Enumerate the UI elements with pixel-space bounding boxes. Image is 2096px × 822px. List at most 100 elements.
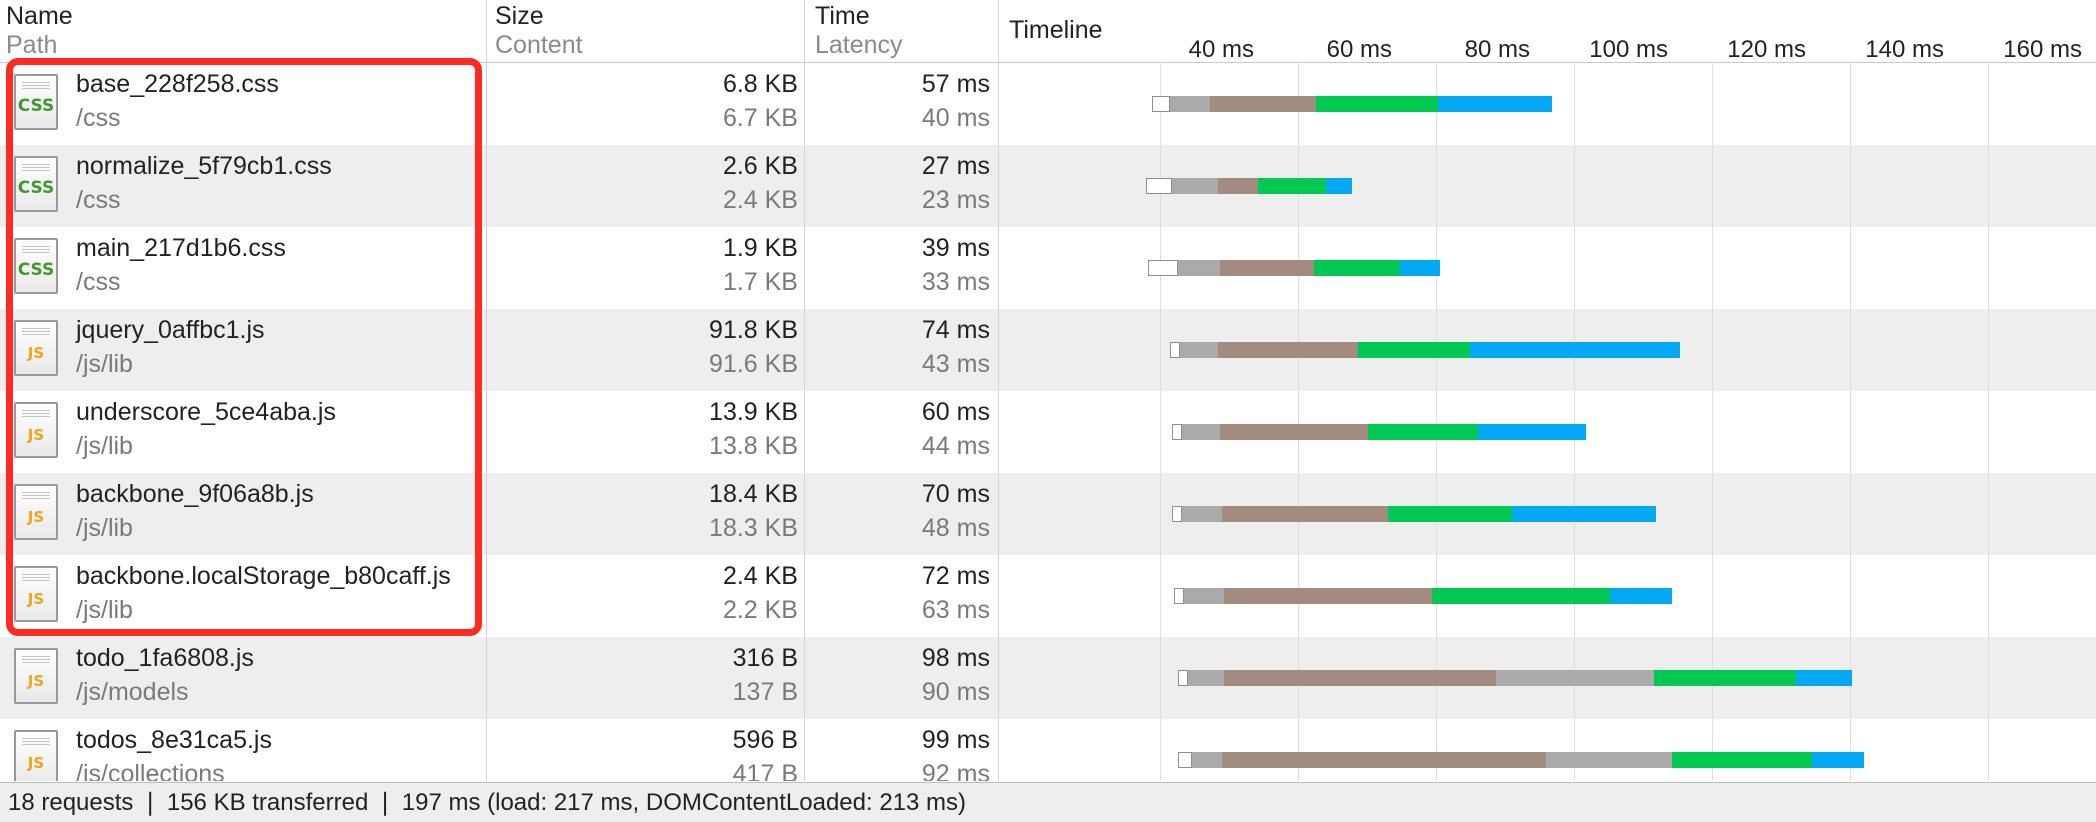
request-content-size: 2.4 KB	[722, 186, 798, 214]
request-row[interactable]: JS todos_8e31ca5.js/js/collections 596 B 41…	[0, 719, 2096, 781]
request-latency: 40 ms	[921, 104, 990, 132]
request-row[interactable]: JS todo_1fa6808.js/js/models 316 B 137 B 98 …	[0, 637, 2096, 719]
request-latency: 44 ms	[921, 432, 990, 460]
request-content-size: 18.3 KB	[709, 514, 798, 542]
timeline-gridline	[1712, 473, 1713, 555]
request-size: 2.6 KB	[722, 152, 798, 180]
column-divider	[998, 63, 999, 145]
column-divider	[804, 227, 805, 309]
timeline-gridline	[1850, 391, 1851, 473]
timeline-gridline	[1850, 309, 1851, 391]
column-divider	[804, 63, 805, 145]
request-name: base_228f258.css	[76, 70, 279, 98]
timeline-gridline	[1712, 391, 1713, 473]
column-divider	[486, 637, 487, 719]
highlight-annotation-box	[6, 58, 482, 636]
column-divider	[486, 473, 487, 555]
request-time: 27 ms	[921, 152, 990, 180]
size-column-header[interactable]: Size Content	[487, 0, 804, 62]
request-content-size: 2.2 KB	[722, 596, 798, 624]
timeline-waiting-segment	[1184, 588, 1224, 604]
request-latency: 92 ms	[921, 760, 990, 781]
request-content-size: 91.6 KB	[709, 350, 798, 378]
timeline-gridline	[1988, 391, 1989, 473]
timeline-gridline	[1160, 637, 1161, 719]
request-name: underscore_5ce4aba.js	[76, 398, 336, 426]
request-latency: 90 ms	[921, 678, 990, 706]
request-row[interactable]: JS backbone_9f06a8b.js/js/lib 18.4 KB 18.3 …	[0, 473, 2096, 555]
request-content-size: 1.7 KB	[722, 268, 798, 296]
column-divider	[486, 227, 487, 309]
request-path: /css	[76, 104, 121, 132]
js-file-icon: JS	[14, 730, 58, 781]
request-size: 596 B	[732, 726, 798, 754]
request-path: /js/lib	[76, 432, 133, 460]
timeline-receiving-segment	[1388, 506, 1512, 522]
column-divider	[486, 719, 487, 781]
timeline-gridline	[1988, 145, 1989, 227]
timeline-sending-segment	[1222, 506, 1388, 522]
timeline-gridline	[1988, 63, 1989, 145]
timeline-waiting-segment	[1180, 342, 1218, 358]
request-time: 99 ms	[921, 726, 990, 754]
column-divider	[804, 391, 805, 473]
js-file-icon: JS	[14, 320, 58, 376]
request-name: normalize_5f79cb1.css	[76, 152, 332, 180]
timeline-download-segment	[1400, 260, 1440, 276]
timeline-gridline	[1988, 473, 1989, 555]
timeline-receiving-segment	[1672, 752, 1812, 768]
name-column-header[interactable]: Name Path	[0, 0, 486, 62]
column-divider	[998, 227, 999, 309]
request-row[interactable]: JS underscore_5ce4aba.js/js/lib 13.9 KB 13.…	[0, 391, 2096, 473]
timeline-receiving-segment	[1258, 178, 1326, 194]
timeline-gridline	[1850, 719, 1851, 781]
timeline-gridline	[1160, 473, 1161, 555]
request-row[interactable]: CSS normalize_5f79cb1.css/css 2.6 KB 2.4 KB…	[0, 145, 2096, 227]
css-file-icon: CSS	[14, 238, 58, 294]
request-name: backbone_9f06a8b.js	[76, 480, 314, 508]
timeline-gridline	[1160, 391, 1161, 473]
request-size: 316 B	[732, 644, 798, 672]
timeline-download-segment	[1478, 424, 1586, 440]
timeline-gridline	[1712, 63, 1713, 145]
file-type-label: JS	[27, 754, 45, 772]
css-file-icon: CSS	[14, 74, 58, 130]
request-row[interactable]: JS jquery_0affbc1.js/js/lib 91.8 KB 91.6 KB…	[0, 309, 2096, 391]
request-row[interactable]: JS backbone.localStorage_b80caff.js/js/li…	[0, 555, 2096, 637]
time-column-header[interactable]: Time Latency	[805, 0, 998, 62]
timeline-blocking-segment	[1172, 506, 1182, 522]
timeline-gridline	[1712, 145, 1713, 227]
js-file-icon: JS	[14, 566, 58, 622]
timeline-column-header[interactable]: Timeline	[999, 0, 2096, 62]
timeline-gridline	[1436, 145, 1437, 227]
timeline-blocking-segment	[1152, 96, 1170, 112]
js-file-icon: JS	[14, 484, 58, 540]
timeline-gridline	[1988, 309, 1989, 391]
timeline-gridline	[1574, 719, 1575, 781]
size-header-label: Size	[495, 2, 544, 30]
content-header-label: Content	[495, 31, 583, 59]
js-file-icon: JS	[14, 648, 58, 704]
column-divider	[998, 309, 999, 391]
request-size: 18.4 KB	[709, 480, 798, 508]
timeline-receiving-segment	[1368, 424, 1478, 440]
request-list: CSS base_228f258.css/css 6.8 KB 6.7 KB 57 ms…	[0, 63, 2096, 781]
name-header-label: Name	[6, 2, 73, 30]
request-path: /css	[76, 268, 121, 296]
request-latency: 23 ms	[921, 186, 990, 214]
request-row[interactable]: CSS main_217d1b6.css/css 1.9 KB 1.7 KB 39 ms…	[0, 227, 2096, 309]
column-divider	[486, 145, 487, 227]
network-table-header: Name Path Size Content Time Latency Time…	[0, 0, 2096, 63]
request-row[interactable]: CSS base_228f258.css/css 6.8 KB 6.7 KB 57 ms…	[0, 63, 2096, 145]
request-path: /js/collections	[76, 760, 225, 781]
column-divider	[486, 63, 487, 145]
timeline-sending-segment	[1224, 588, 1432, 604]
request-size: 2.4 KB	[722, 562, 798, 590]
column-divider	[998, 473, 999, 555]
request-time: 74 ms	[921, 316, 990, 344]
timeline-gridline	[1160, 555, 1161, 637]
timeline-sending-segment	[1218, 178, 1258, 194]
timeline-tick-label: 120 ms	[1727, 36, 1806, 63]
timeline-gridline	[1712, 719, 1713, 781]
timeline-waiting-segment	[1496, 670, 1654, 686]
